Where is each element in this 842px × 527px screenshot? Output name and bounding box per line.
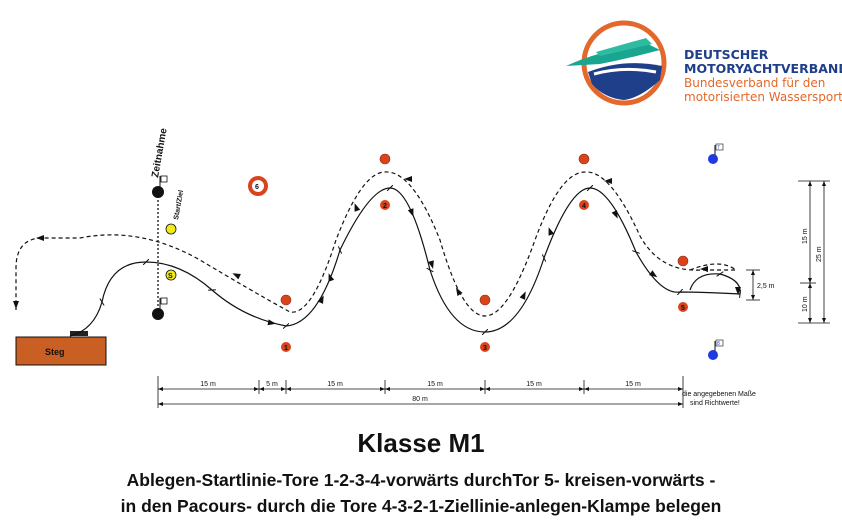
- start-post-bottom: [152, 308, 164, 320]
- dmyv-logo-icon: [566, 20, 667, 106]
- orange-buoys: [280, 153, 689, 306]
- gate-2-label: 2: [383, 203, 387, 210]
- logo-line-1: DEUTSCHER: [684, 47, 769, 62]
- dim-label-10m: 10 m: [802, 296, 809, 312]
- dim-label: 15 m: [427, 381, 443, 388]
- logo-text: DEUTSCHER MOTORYACHTVERBAND Bundesverban…: [684, 47, 842, 105]
- description-line-1: Ablegen-Startlinie-Tore 1-2-3-4-vorwärts…: [126, 470, 716, 490]
- blue-buoy-8: 8: [708, 339, 724, 360]
- dim-label: 15 m: [526, 381, 542, 388]
- gate-1-label: 1: [284, 345, 288, 352]
- dimension-bottom: [157, 376, 684, 408]
- blue-buoy-7: 7: [708, 143, 724, 164]
- gate-5-label: 5: [681, 305, 685, 312]
- dim-label-15m: 15 m: [802, 228, 809, 244]
- gate-8-label: 8: [717, 341, 720, 347]
- direction-arrows: [13, 176, 741, 326]
- lifebuoy-icon: 6: [248, 176, 268, 196]
- gate-3-label: 3: [483, 345, 487, 352]
- gate-4-label: 4: [582, 203, 586, 210]
- path-return: [15, 171, 738, 317]
- dim-label-25m: 25 m: [816, 246, 823, 262]
- gate-6-label: 6: [255, 184, 259, 191]
- gate-7-label: 7: [717, 145, 720, 151]
- startziel-label: Start/Ziel: [173, 190, 185, 221]
- dim-label: 5 m: [266, 381, 278, 388]
- path-outbound: [69, 188, 740, 337]
- logo-line-4: motorisierten Wassersport: [684, 90, 842, 104]
- dimension-right: [746, 180, 830, 324]
- logo-line-3: Bundesverband für den: [684, 76, 826, 90]
- dim-label: 15 m: [200, 381, 216, 388]
- note-line-2: sind Richtwerte!: [690, 400, 740, 407]
- zeitnahme-label: Zeitnahme: [150, 127, 170, 179]
- dim-label: 15 m: [625, 381, 641, 388]
- steg-label: Steg: [45, 347, 65, 357]
- description-line-2: in den Pacours- durch die Tore 4-3-2-1-Z…: [120, 496, 722, 516]
- dim-label-2-5m: 2,5 m: [757, 283, 775, 290]
- gate-s-label: S: [168, 273, 173, 280]
- yellow-buoy: [165, 223, 177, 235]
- steg-dock: [15, 336, 107, 366]
- dim-label: 15 m: [327, 381, 343, 388]
- measurement-note: die angegebenen Maße sind Richtwerte!: [682, 390, 762, 408]
- start-post-top: [152, 186, 164, 198]
- flag-icon: [159, 297, 168, 309]
- logo-line-2: MOTORYACHTVERBAND: [684, 61, 842, 76]
- note-line-1: die angegebenen Maße: [682, 391, 756, 398]
- dim-label-total: 80 m: [412, 396, 428, 403]
- page-title: Klasse M1: [357, 428, 485, 458]
